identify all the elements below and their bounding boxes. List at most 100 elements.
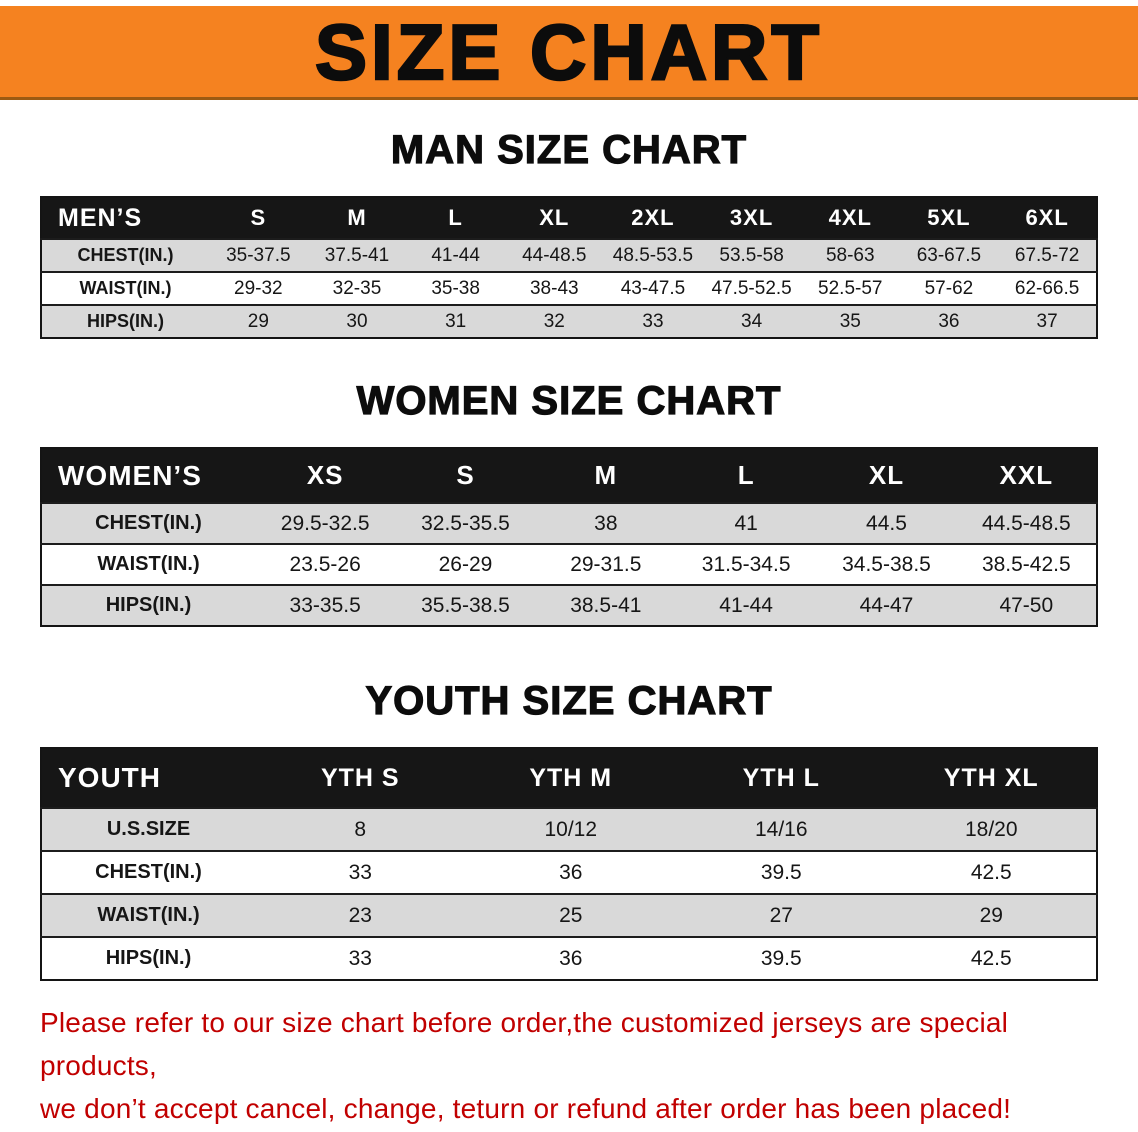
size-value: 44.5-48.5 xyxy=(981,511,1071,535)
size-value: 8 xyxy=(354,817,367,841)
size-value: 53.5-58 xyxy=(719,244,784,266)
size-header-cell: 5XL xyxy=(899,197,999,239)
size-value: 57-62 xyxy=(924,277,974,299)
size-value: 62-66.5 xyxy=(1014,277,1080,299)
size-value: 31.5-34.5 xyxy=(701,552,791,576)
size-value: 43-47.5 xyxy=(620,277,686,299)
banner: SIZE CHART xyxy=(0,6,1138,100)
size-header-cell: L xyxy=(675,448,817,503)
women-section-heading: WOMEN SIZE CHART xyxy=(356,378,782,423)
women-table-header-row: WOMEN’S XS S M L XL XXL xyxy=(41,448,1097,503)
size-value: 30 xyxy=(346,310,368,332)
size-value: 33 xyxy=(348,946,372,970)
size-value: 41-44 xyxy=(719,593,773,617)
size-header-cell: 4XL xyxy=(800,197,900,239)
size-value: 36 xyxy=(938,310,960,332)
youth-section-heading: YOUTH SIZE CHART xyxy=(365,678,773,723)
measurement-label: CHEST(IN.) xyxy=(77,245,174,265)
table-title-cell: MEN’S xyxy=(41,197,209,239)
table-title-cell: WOMEN’S xyxy=(41,448,255,503)
size-value: 34.5-38.5 xyxy=(842,552,931,576)
size-value: 32.5-35.5 xyxy=(421,511,510,535)
men-section-heading: MAN SIZE CHART xyxy=(390,127,748,172)
size-header-cell: XL xyxy=(816,448,957,503)
men-size-table: MEN’S S M L XL 2XL 3XL 4XL 5XL 6XL CHEST(IN.) 35-3… xyxy=(40,196,1098,339)
size-value: 26-29 xyxy=(438,552,493,576)
youth-size-table: YOUTH YTH S YTH M YTH L YTH XL U.S.SIZE 8 10/1… xyxy=(40,747,1098,981)
size-value: 38.5-42.5 xyxy=(981,552,1071,576)
size-value: 44.5 xyxy=(866,511,907,535)
size-header-cell: L xyxy=(406,197,505,239)
disclaimer-line-1: Please refer to our size chart before or… xyxy=(40,1007,1009,1081)
measurement-row: WAIST(IN.) 23 25 27 29 xyxy=(41,894,1097,937)
size-value: 38.5-41 xyxy=(570,593,642,617)
size-value: 32-35 xyxy=(332,277,382,299)
measurement-label: U.S.SIZE xyxy=(106,818,191,840)
size-value: 34 xyxy=(741,310,763,332)
size-value: 10/12 xyxy=(544,817,598,841)
measurement-row: CHEST(IN.) 35-37.5 37.5-41 41-44 44-48.5 48.5… xyxy=(41,239,1097,272)
measurement-label: WAIST(IN.) xyxy=(79,278,172,298)
size-header-cell: XL xyxy=(504,197,604,239)
disclaimer-line-2: we don’t accept cancel, change, teturn o… xyxy=(40,1093,1012,1124)
size-value: 23 xyxy=(348,903,372,927)
measurement-row: WAIST(IN.) 29-32 32-35 35-38 38-43 43-47.5 47.… xyxy=(41,272,1097,305)
measurement-label: WAIST(IN.) xyxy=(97,553,200,575)
size-value: 52.5-57 xyxy=(818,277,883,299)
size-value: 33-35.5 xyxy=(289,593,361,617)
size-header-cell: 3XL xyxy=(702,197,801,239)
table-title-cell: YOUTH xyxy=(41,748,255,808)
size-value: 29-31.5 xyxy=(570,552,642,576)
size-value: 27 xyxy=(769,903,793,927)
size-value: 38 xyxy=(594,511,618,535)
size-header-cell: M xyxy=(307,197,407,239)
size-header-cell: XXL xyxy=(956,448,1097,503)
size-value: 29-32 xyxy=(234,277,283,299)
measurement-row: CHEST(IN.) 33 36 39.5 42.5 xyxy=(41,851,1097,894)
disclaimer-note: Please refer to our size chart before or… xyxy=(40,1001,1098,1130)
size-value: 37 xyxy=(1036,310,1058,332)
size-value: 42.5 xyxy=(970,860,1012,884)
men-table-header-row: MEN’S S M L XL 2XL 3XL 4XL 5XL 6XL xyxy=(41,197,1097,239)
measurement-label: CHEST(IN.) xyxy=(95,861,202,883)
size-header-cell: YTH XL xyxy=(886,748,1097,808)
size-header-cell: XS xyxy=(255,448,396,503)
size-value: 14/16 xyxy=(754,817,808,841)
women-size-table: WOMEN’S XS S M L XL XXL CHEST(IN.) 29.5-32.5 32.… xyxy=(40,447,1098,627)
measurement-row: HIPS(IN.) 29 30 31 32 33 34 35 36 37 xyxy=(41,305,1097,338)
size-header-cell: YTH M xyxy=(465,748,676,808)
measurement-row: U.S.SIZE 8 10/12 14/16 18/20 xyxy=(41,808,1097,851)
size-header-cell: 2XL xyxy=(603,197,703,239)
measurement-row: WAIST(IN.) 23.5-26 26-29 29-31.5 31.5-34.5 34… xyxy=(41,544,1097,585)
size-value: 35 xyxy=(839,310,861,332)
measurement-row: HIPS(IN.) 33-35.5 35.5-38.5 38.5-41 41-44 44-… xyxy=(41,585,1097,626)
measurement-row: HIPS(IN.) 33 36 39.5 42.5 xyxy=(41,937,1097,980)
size-value: 18/20 xyxy=(964,817,1018,841)
size-value: 36 xyxy=(559,860,583,884)
size-value: 48.5-53.5 xyxy=(612,244,694,266)
size-value: 47.5-52.5 xyxy=(711,277,792,299)
size-value: 37.5-41 xyxy=(324,244,390,266)
size-value: 47-50 xyxy=(999,593,1054,617)
size-value: 25 xyxy=(559,903,583,927)
size-value: 29 xyxy=(979,903,1003,927)
measurement-label: HIPS(IN.) xyxy=(105,947,192,969)
size-value: 31 xyxy=(445,310,467,332)
women-size-section: WOMEN SIZE CHART WOMEN’S XS S M L XL XXL CHEST… xyxy=(0,378,1138,627)
size-value: 63-67.5 xyxy=(916,244,982,266)
page-title: SIZE CHART xyxy=(314,7,823,96)
size-header-cell: M xyxy=(535,448,676,503)
size-header-cell: YTH L xyxy=(676,748,887,808)
size-value: 36 xyxy=(559,946,583,970)
size-value: 67.5-72 xyxy=(1014,244,1080,266)
size-value: 32 xyxy=(543,310,565,332)
measurement-label: HIPS(IN.) xyxy=(86,311,164,331)
measurement-label: WAIST(IN.) xyxy=(97,904,200,926)
size-value: 33 xyxy=(348,860,372,884)
size-value: 42.5 xyxy=(970,946,1012,970)
size-value: 23.5-26 xyxy=(289,552,361,576)
size-value: 39.5 xyxy=(760,946,802,970)
size-value: 33 xyxy=(642,310,664,332)
size-value: 29 xyxy=(247,310,269,332)
